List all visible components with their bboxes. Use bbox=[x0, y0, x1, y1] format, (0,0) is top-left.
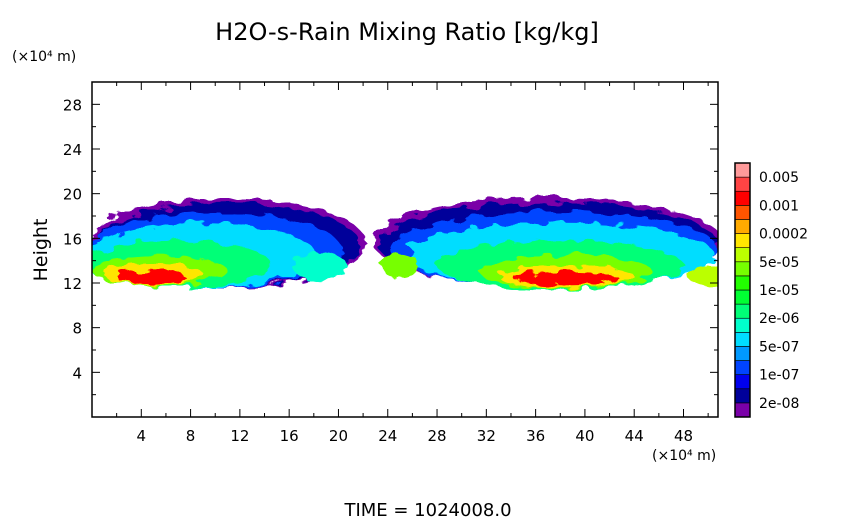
colorbar-swatch bbox=[734, 346, 751, 361]
colorbar-swatch bbox=[734, 247, 751, 263]
contour-field bbox=[92, 197, 718, 290]
axis-ticks bbox=[92, 82, 718, 417]
colorbar-swatch bbox=[734, 374, 751, 390]
chart-title: H2O-s-Rain Mixing Ratio [kg/kg] bbox=[215, 18, 599, 46]
y-tick-label: 16 bbox=[63, 230, 82, 248]
x-tick-label: 16 bbox=[280, 427, 299, 445]
colorbar-label: 5e-05 bbox=[759, 255, 799, 271]
y-tick-labels: 4 8 12 16 20 24 28 bbox=[63, 96, 82, 382]
x-tick-label: 20 bbox=[329, 427, 348, 445]
colorbar-label: 2e-08 bbox=[759, 396, 799, 412]
colorbar-frame bbox=[734, 162, 751, 418]
y-tick-label: 12 bbox=[63, 275, 82, 293]
x-tick-label: 8 bbox=[186, 427, 196, 445]
colorbar-label: 0.0002 bbox=[759, 227, 808, 243]
colorbar-swatch bbox=[734, 261, 751, 277]
x-tick-label: 4 bbox=[137, 427, 147, 445]
y-tick-label: 4 bbox=[72, 364, 82, 382]
contour-region bbox=[116, 270, 186, 285]
colorbar-swatch bbox=[734, 289, 751, 305]
contour-region bbox=[688, 266, 718, 287]
plot-frame bbox=[91, 81, 719, 418]
colorbar-label: 1e-05 bbox=[759, 283, 799, 299]
colorbar-swatch bbox=[734, 360, 751, 375]
colorbar-swatch bbox=[734, 275, 751, 291]
colorbar-label: 0.001 bbox=[759, 198, 799, 214]
x-tick-label: 44 bbox=[625, 427, 644, 445]
contour-region bbox=[513, 271, 620, 286]
colorbar-swatch bbox=[734, 402, 751, 418]
contour-region bbox=[292, 251, 348, 281]
colorbar-swatch bbox=[734, 205, 751, 220]
contour-region bbox=[381, 251, 419, 279]
x-tick-label: 28 bbox=[427, 427, 446, 445]
y-tick-label: 24 bbox=[63, 141, 82, 159]
colorbar-swatch bbox=[734, 190, 751, 206]
y-tick-label: 20 bbox=[63, 186, 82, 204]
colorbar-label: 5e-07 bbox=[759, 339, 799, 355]
y-axis-label: Height bbox=[30, 219, 52, 282]
x-unit-label: (×10⁴ m) bbox=[652, 448, 716, 464]
y-tick-label: 28 bbox=[63, 96, 82, 114]
colorbar-swatch bbox=[734, 317, 751, 333]
x-tick-label: 32 bbox=[477, 427, 496, 445]
y-unit-label: (×10⁴ m) bbox=[12, 49, 76, 65]
colorbar-swatch bbox=[734, 233, 751, 248]
x-tick-label: 40 bbox=[575, 427, 594, 445]
colorbar-label: 1e-07 bbox=[759, 368, 799, 384]
x-tick-labels: 4 8 12 16 20 24 28 32 36 40 44 48 bbox=[137, 427, 694, 445]
x-tick-label: 12 bbox=[230, 427, 249, 445]
colorbar-swatch bbox=[734, 219, 751, 234]
y-tick-label: 8 bbox=[72, 320, 82, 338]
colorbar-swatch bbox=[734, 162, 751, 178]
x-tick-label: 48 bbox=[674, 427, 693, 445]
colorbar-swatch bbox=[734, 176, 751, 192]
colorbar-label: 2e-06 bbox=[759, 311, 799, 327]
time-footer: TIME = 1024008.0 bbox=[343, 500, 511, 519]
colorbar: 2e-08 1e-07 5e-07 2e-06 1e-05 5e-05 0.0002 0.00… bbox=[734, 162, 808, 418]
colorbar-swatch bbox=[734, 388, 751, 404]
colorbar-label: 0.005 bbox=[759, 170, 799, 186]
colorbar-swatch bbox=[734, 303, 751, 319]
x-tick-label: 24 bbox=[378, 427, 397, 445]
colorbar-swatch bbox=[734, 332, 751, 347]
x-tick-label: 36 bbox=[526, 427, 545, 445]
